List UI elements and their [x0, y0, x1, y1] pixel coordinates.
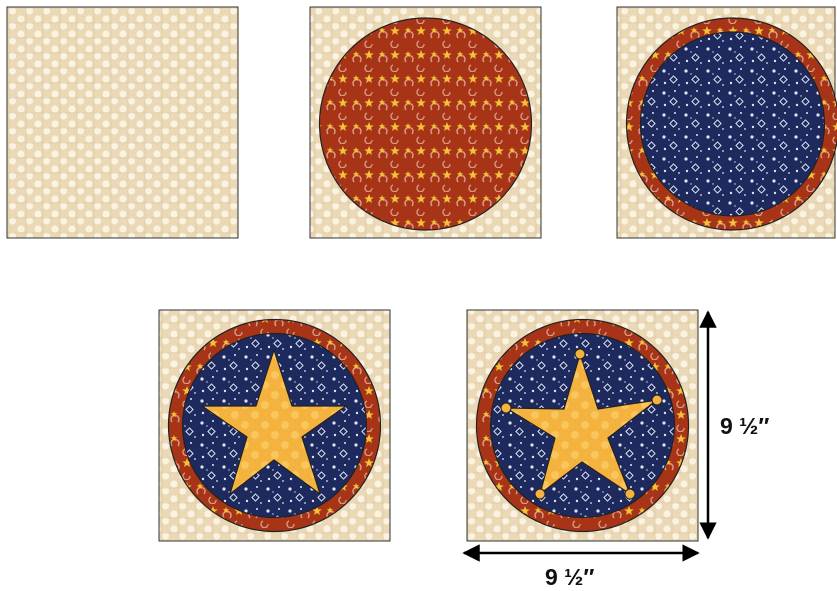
step-3-blue-circle-block: [616, 6, 837, 239]
star-tip-dot-bottom-left: [534, 488, 546, 500]
star-tip-dot-left: [500, 402, 512, 414]
step-1-background-block: [6, 6, 239, 239]
step-4-star-block: [158, 309, 391, 542]
blue-circle: [639, 31, 826, 217]
step-5-finished-block: [466, 309, 699, 542]
star-tip-dot-top: [574, 348, 586, 360]
step-2-red-circle-block: [309, 6, 542, 239]
star-shape: [201, 349, 347, 495]
background-square: [6, 6, 239, 239]
red-circle: [318, 17, 533, 231]
height-dimension-label: 9 ½″: [720, 413, 769, 439]
star-shape: [505, 353, 658, 495]
width-dimension-label: 9 ½″: [545, 564, 594, 590]
star-tip-dots: [500, 348, 663, 500]
star-tip-dot-bottom-right: [624, 488, 636, 500]
star-tip-dot-right: [651, 394, 663, 406]
